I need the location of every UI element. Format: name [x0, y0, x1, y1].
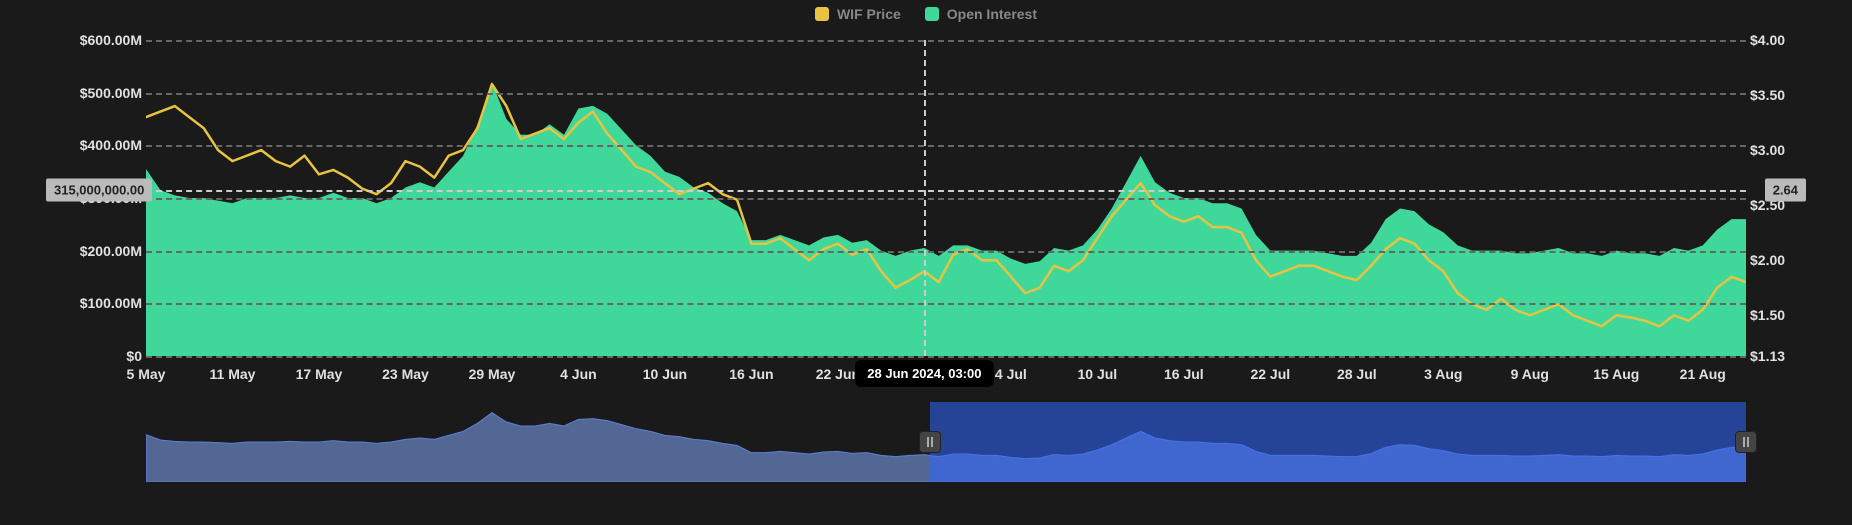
x-axis-label: 17 May: [296, 366, 343, 382]
legend-label-price: WIF Price: [837, 6, 901, 22]
gridline: [146, 356, 1746, 358]
y-right-label: $1.50: [1750, 307, 1800, 323]
navigator-selection[interactable]: [930, 402, 1746, 482]
x-axis-label: 23 May: [382, 366, 429, 382]
x-axis-label: 16 Jul: [1164, 366, 1204, 382]
x-axis-label: 22 Jul: [1250, 366, 1290, 382]
x-axis-label: 29 May: [469, 366, 516, 382]
legend-item-price[interactable]: WIF Price: [815, 6, 901, 22]
gridline: [146, 93, 1746, 95]
x-axis-label: 11 May: [210, 366, 256, 382]
navigator-handle-right[interactable]: [1735, 431, 1757, 453]
y-right-label: $3.50: [1750, 87, 1800, 103]
crosshair-vertical: [924, 40, 926, 356]
legend-swatch-oi: [925, 7, 939, 21]
x-axis-label: 10 Jun: [643, 366, 687, 382]
y-right-label: $1.13: [1750, 348, 1800, 364]
chart-legend: WIF Price Open Interest: [0, 0, 1852, 26]
crosshair-tooltip: 28 Jun 2024, 03:00: [855, 360, 993, 387]
x-axis-label: 4 Jun: [560, 366, 597, 382]
y-right-label: $3.00: [1750, 142, 1800, 158]
crosshair-horizontal: [146, 190, 1746, 192]
y-left-label: $500.00M: [54, 85, 142, 101]
gridline: [146, 145, 1746, 147]
x-axis-label: 4 Jul: [995, 366, 1027, 382]
x-axis-label: 16 Jun: [729, 366, 773, 382]
crosshair-left-value-badge: 315,000,000.00: [46, 179, 152, 202]
x-axis-label: 28 Jul: [1337, 366, 1377, 382]
gridline: [146, 251, 1746, 253]
gridline: [146, 303, 1746, 305]
x-axis-label: 15 Aug: [1593, 366, 1639, 382]
x-axis-label: 9 Aug: [1511, 366, 1549, 382]
x-axis-label: 21 Aug: [1680, 366, 1726, 382]
gridline: [146, 198, 1746, 200]
x-axis-label: 5 May: [127, 366, 166, 382]
navigator-handle-left[interactable]: [919, 431, 941, 453]
main-chart[interactable]: $0$100.00M$200.00M$300.00M$400.00M$500.0…: [46, 26, 1806, 396]
legend-swatch-price: [815, 7, 829, 21]
range-navigator[interactable]: [46, 402, 1806, 482]
x-axis-label: 22 Jun: [816, 366, 860, 382]
y-left-label: $400.00M: [54, 137, 142, 153]
y-right-label: $4.00: [1750, 32, 1800, 48]
y-left-label: $100.00M: [54, 295, 142, 311]
x-axis-label: 10 Jul: [1077, 366, 1117, 382]
legend-item-oi[interactable]: Open Interest: [925, 6, 1037, 22]
y-left-label: $0: [54, 348, 142, 364]
x-axis-label: 3 Aug: [1424, 366, 1462, 382]
crosshair-right-value-badge: 2.64: [1765, 178, 1806, 201]
y-left-label: $600.00M: [54, 32, 142, 48]
gridline: [146, 40, 1746, 42]
y-left-label: $200.00M: [54, 243, 142, 259]
legend-label-oi: Open Interest: [947, 6, 1037, 22]
y-right-label: $2.00: [1750, 252, 1800, 268]
